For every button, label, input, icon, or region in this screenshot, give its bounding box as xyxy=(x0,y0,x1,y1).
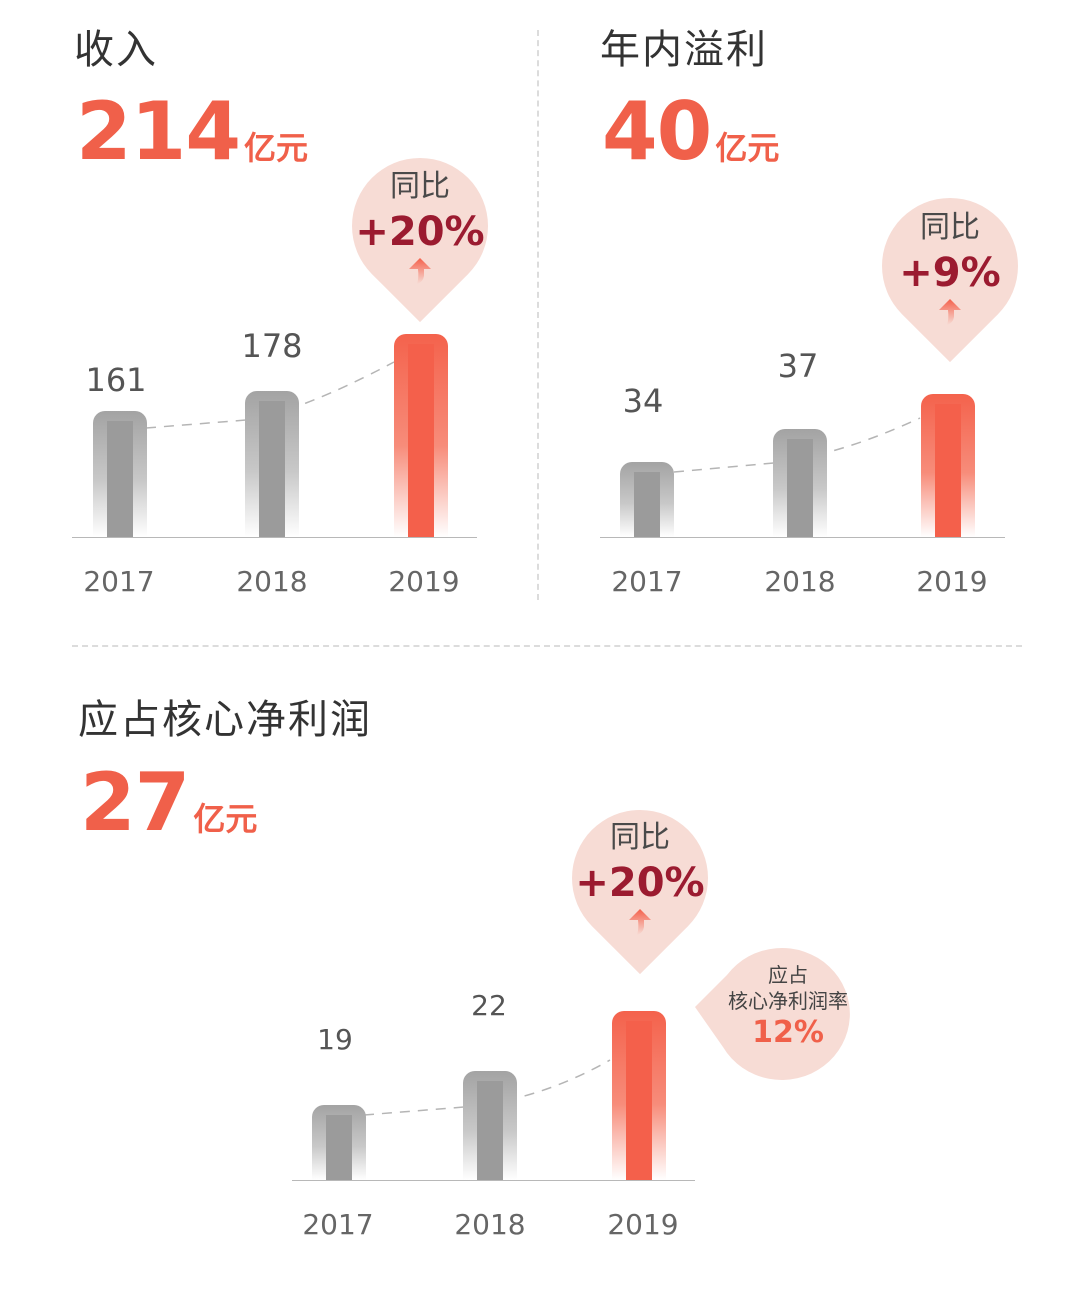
revenue-bar-2019 xyxy=(394,334,448,537)
core-margin-value: 12% xyxy=(752,1015,824,1050)
core-margin-label-1: 应占 xyxy=(768,963,808,987)
revenue-growth-label: 同比 xyxy=(390,169,450,204)
profit-growth-label: 同比 xyxy=(920,210,980,245)
core-bar-2017 xyxy=(312,1105,366,1180)
core-growth-value: +20% xyxy=(575,860,705,906)
revenue-growth-content: 同比 +20% xyxy=(350,172,490,284)
profit-headline-value: 40 xyxy=(602,85,712,178)
core-value-2018: 22 xyxy=(471,989,507,1022)
core-margin-label-2: 核心净利润率 xyxy=(728,989,848,1013)
profit-bar-2018 xyxy=(773,429,827,537)
revenue-title: 收入 xyxy=(74,27,158,73)
core-net-profit-headline-unit: 亿元 xyxy=(193,800,258,838)
core-bar-2019 xyxy=(612,1011,666,1180)
revenue-headline: 214 亿元 xyxy=(76,92,308,172)
revenue-bar-2018 xyxy=(245,391,299,537)
profit-value-2018: 37 xyxy=(777,347,819,385)
core-bar-2018 xyxy=(463,1071,517,1180)
core-growth-label: 同比 xyxy=(610,820,670,855)
core-growth-content: 同比 +20% xyxy=(570,823,710,935)
revenue-value-2018: 178 xyxy=(241,327,303,365)
up-arrow-icon xyxy=(629,909,651,935)
revenue-year-2018: 2018 xyxy=(236,565,308,598)
up-arrow-icon xyxy=(939,299,961,325)
profit-value-2017: 34 xyxy=(622,382,664,420)
profit-year-2019: 2019 xyxy=(916,565,988,598)
profit-growth-content: 同比 +9% xyxy=(880,213,1020,325)
profit-year-2018: 2018 xyxy=(764,565,836,598)
revenue-axis xyxy=(72,537,477,538)
core-year-2018: 2018 xyxy=(454,1208,526,1241)
profit-growth-value: +9% xyxy=(899,250,1001,296)
core-axis xyxy=(292,1180,695,1181)
revenue-year-2017: 2017 xyxy=(83,565,155,598)
revenue-headline-unit: 亿元 xyxy=(244,129,309,167)
revenue-value-2017: 161 xyxy=(85,361,147,399)
profit-axis xyxy=(600,537,1005,538)
revenue-growth-value: +20% xyxy=(355,209,485,255)
profit-bar-2017 xyxy=(620,462,674,537)
profit-year-2017: 2017 xyxy=(611,565,683,598)
profit-headline: 40 亿元 xyxy=(602,92,779,172)
core-value-2017: 19 xyxy=(317,1023,353,1056)
revenue-headline-value: 214 xyxy=(76,85,241,178)
horizontal-divider xyxy=(72,645,1022,647)
vertical-divider xyxy=(537,30,539,600)
core-margin-content: 应占 核心净利润率 12% xyxy=(718,962,858,1048)
core-margin-bubble xyxy=(695,947,850,1080)
core-year-2019: 2019 xyxy=(607,1208,679,1241)
core-net-profit-title: 应占核心净利润 xyxy=(78,697,372,743)
revenue-year-2019: 2019 xyxy=(388,565,460,598)
profit-bar-2019 xyxy=(921,394,975,537)
up-arrow-icon xyxy=(409,258,431,284)
core-year-2017: 2017 xyxy=(302,1208,374,1241)
revenue-bar-2017 xyxy=(93,411,147,537)
profit-title: 年内溢利 xyxy=(600,27,768,73)
profit-headline-unit: 亿元 xyxy=(715,129,780,167)
core-net-profit-headline: 27 亿元 xyxy=(80,763,257,843)
core-net-profit-headline-value: 27 xyxy=(80,756,190,849)
